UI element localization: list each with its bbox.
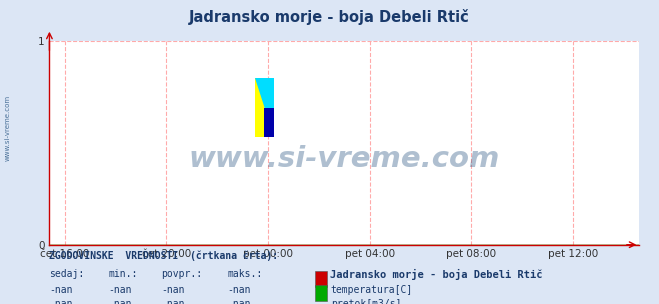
Text: www.si-vreme.com: www.si-vreme.com: [188, 145, 500, 173]
Text: pretok[m3/s]: pretok[m3/s]: [331, 299, 401, 304]
Text: -nan: -nan: [161, 285, 185, 295]
Bar: [255, 78, 274, 137]
Text: -nan: -nan: [161, 299, 185, 304]
Text: -nan: -nan: [109, 299, 132, 304]
Text: ZGODOVINSKE  VREDNOSTI  (črtkana črta):: ZGODOVINSKE VREDNOSTI (črtkana črta):: [49, 251, 279, 261]
Text: temperatura[C]: temperatura[C]: [331, 285, 413, 295]
Text: -nan: -nan: [227, 285, 251, 295]
Bar: [264, 109, 274, 137]
Text: www.si-vreme.com: www.si-vreme.com: [5, 95, 11, 161]
Polygon shape: [255, 78, 274, 137]
Text: sedaj:: sedaj:: [49, 269, 84, 279]
Text: povpr.:: povpr.:: [161, 269, 202, 279]
Text: -nan: -nan: [49, 299, 73, 304]
Text: -nan: -nan: [109, 285, 132, 295]
Text: maks.:: maks.:: [227, 269, 262, 279]
Text: -nan: -nan: [49, 285, 73, 295]
Text: -nan: -nan: [227, 299, 251, 304]
Text: Jadransko morje - boja Debeli Rtič: Jadransko morje - boja Debeli Rtič: [189, 9, 470, 25]
Text: Jadransko morje - boja Debeli Rtič: Jadransko morje - boja Debeli Rtič: [330, 269, 542, 280]
Text: min.:: min.:: [109, 269, 138, 279]
